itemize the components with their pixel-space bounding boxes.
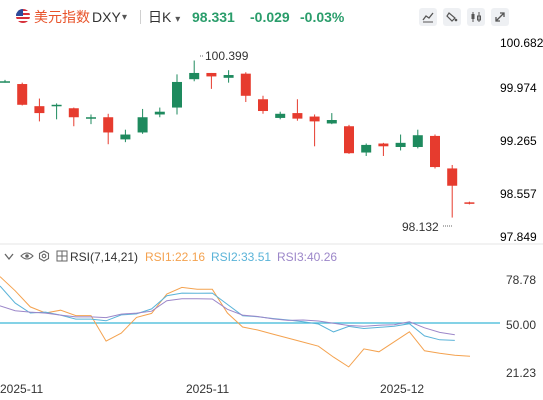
instrument-code[interactable]: DXY	[92, 9, 121, 25]
candle-up[interactable]	[189, 72, 200, 80]
candle-up[interactable]	[412, 135, 423, 147]
period-selector[interactable]: 日K ▾	[148, 8, 180, 29]
rsi-header: RSI(7,14,21) RSI1:22.16 RSI2:33.51 RSI3:…	[0, 249, 400, 265]
indicator-list-icon[interactable]	[56, 250, 68, 265]
candle-up[interactable]	[361, 144, 372, 153]
price-axis-label: 100.682	[500, 36, 543, 50]
rsi1-value: RSI1:22.16	[145, 250, 206, 264]
chevron-down-icon: ▾	[175, 14, 181, 25]
candle-down[interactable]	[258, 99, 268, 112]
candle-down[interactable]	[206, 72, 217, 77]
candle-up[interactable]	[137, 117, 148, 133]
candle-up[interactable]	[275, 113, 286, 118]
rsi2-line	[0, 285, 455, 341]
price-axis-label: 98.557	[500, 187, 537, 201]
settings-icon[interactable]	[38, 250, 50, 265]
x-axis-label: 2025-11	[0, 382, 44, 396]
price-change: -0.029	[250, 9, 290, 25]
rsi-axis-label: 50.00	[506, 318, 537, 332]
expand-icon[interactable]	[491, 8, 509, 26]
candle-up[interactable]	[154, 111, 165, 115]
candle-style-icon[interactable]	[467, 8, 485, 26]
rsi3-value: RSI3:40.26	[277, 250, 338, 264]
rsi1-line	[0, 276, 471, 368]
candle-up[interactable]	[172, 81, 182, 108]
candle-down[interactable]	[292, 113, 303, 119]
price-axis-label: 99.974	[500, 81, 537, 95]
instrument-name[interactable]: 美元指数	[34, 9, 90, 25]
candle-up[interactable]	[0, 81, 10, 83]
candle-up[interactable]	[86, 117, 96, 119]
rsi-axis-label: 78.78	[506, 273, 537, 287]
period-label: 日K	[148, 9, 172, 25]
divider	[140, 10, 141, 24]
eye-icon[interactable]	[20, 250, 34, 265]
price-change-percent: -0.03%	[300, 9, 345, 25]
candle-down[interactable]	[34, 106, 45, 114]
candle-up[interactable]	[395, 142, 406, 147]
rsi-axis-label: 21.23	[506, 366, 537, 380]
price-axis-label: 97.849	[500, 230, 537, 244]
quote-header: 美元指数 DXY ▾ 日K ▾ 98.331 -0.029 -0.03%	[0, 0, 543, 34]
candle-up[interactable]	[326, 120, 337, 124]
candle-down[interactable]	[430, 135, 440, 168]
price-axis-label: 99.265	[500, 134, 537, 148]
low-annotation: 98.132	[402, 220, 439, 234]
chevron-down-icon[interactable]: ▾	[122, 12, 128, 23]
candle-down[interactable]	[103, 117, 114, 133]
candle-down[interactable]	[344, 126, 354, 154]
rsi-title: RSI(7,14,21)	[70, 250, 139, 264]
rsi3-line	[0, 298, 455, 336]
candle-down[interactable]	[17, 84, 28, 105]
candle-down[interactable]	[309, 116, 320, 122]
collapse-arrow-icon[interactable]	[3, 250, 15, 265]
x-axis-label: 2025-12	[380, 382, 425, 396]
high-annotation: 100.399	[205, 49, 249, 63]
candle-down[interactable]	[68, 108, 79, 118]
color-fill-icon[interactable]	[443, 8, 461, 26]
candle-up[interactable]	[120, 134, 131, 140]
candle-down[interactable]	[464, 202, 475, 204]
candle-down[interactable]	[378, 143, 389, 147]
us-flag-icon	[16, 9, 30, 23]
candle-down[interactable]	[240, 73, 251, 96]
x-axis-label: 2025-11	[186, 382, 230, 396]
candle-up[interactable]	[51, 104, 62, 107]
candle-down[interactable]	[447, 168, 458, 186]
chart-line-icon[interactable]	[419, 8, 437, 26]
last-price: 98.331	[192, 9, 235, 25]
rsi2-value: RSI2:33.51	[211, 250, 272, 264]
candle-up[interactable]	[223, 75, 234, 78]
